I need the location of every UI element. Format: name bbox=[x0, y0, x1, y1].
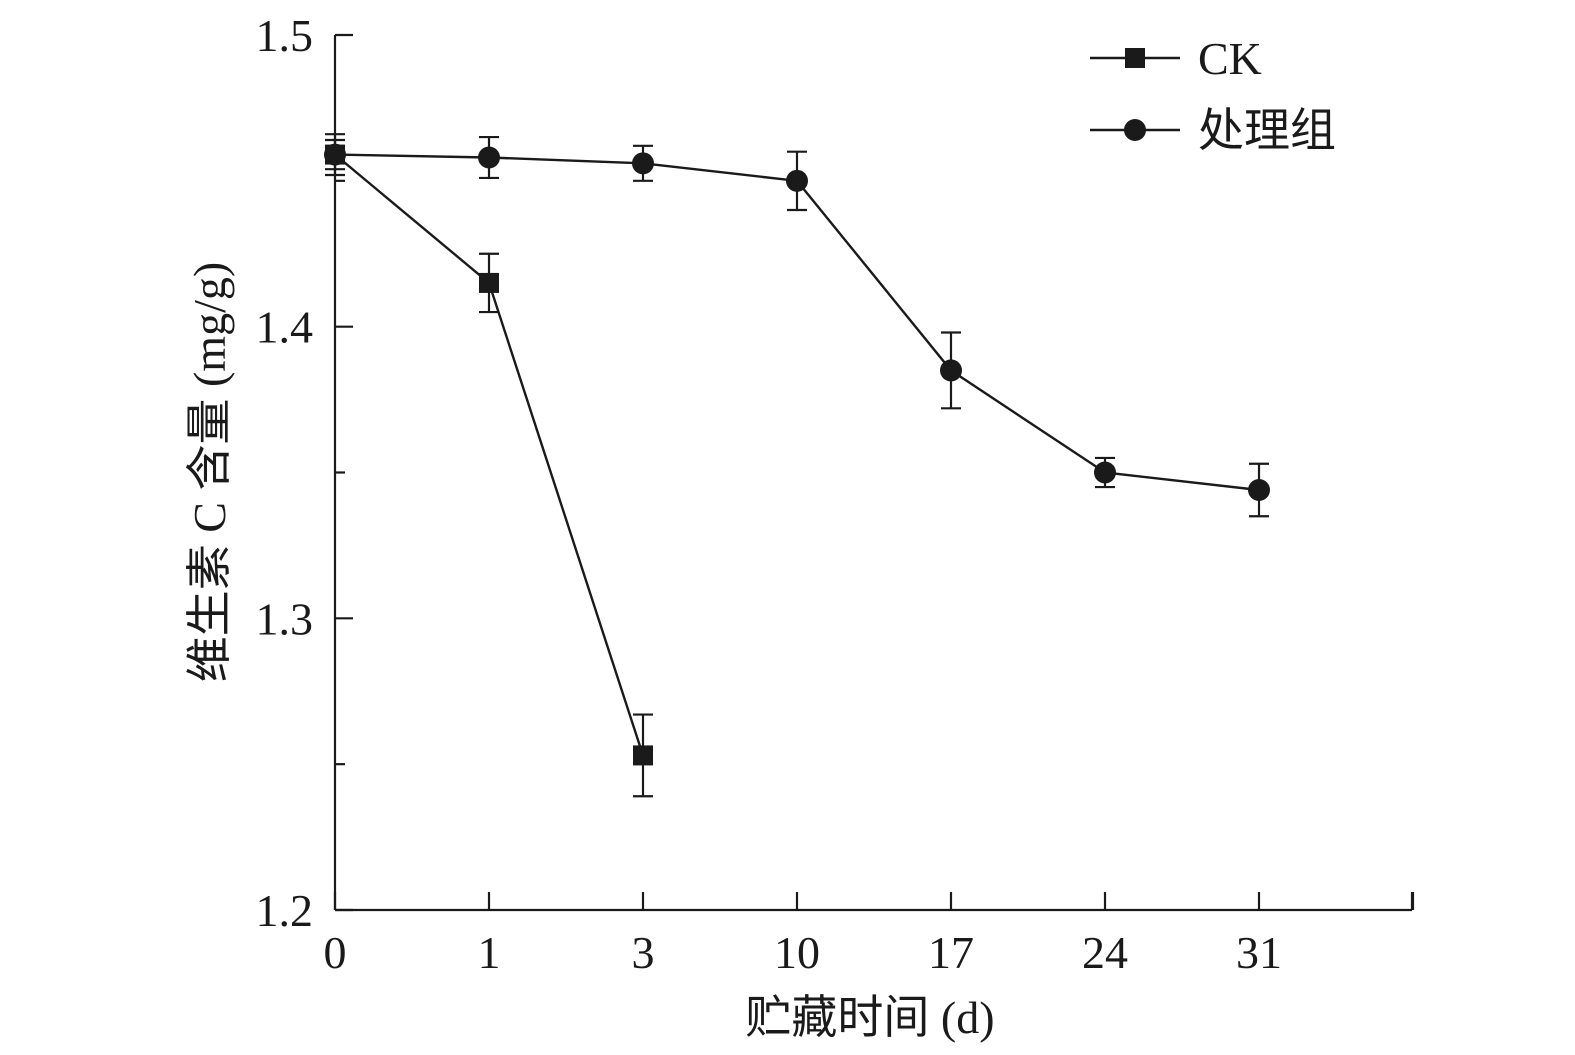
data-point bbox=[479, 272, 499, 293]
axes bbox=[333, 35, 1412, 912]
data-point bbox=[632, 152, 654, 175]
y-tick-label: 1.3 bbox=[256, 593, 314, 644]
legend-marker bbox=[1125, 48, 1145, 68]
x-tick-label: 3 bbox=[632, 927, 655, 978]
data-point bbox=[1094, 461, 1116, 484]
x-axis-label: 贮藏时间 (d) bbox=[745, 992, 994, 1043]
x-tick-label: 31 bbox=[1236, 927, 1282, 978]
data-point bbox=[633, 745, 653, 766]
legend: CK 处理组 bbox=[1090, 33, 1336, 156]
x-tick-label: 24 bbox=[1082, 927, 1128, 978]
y-ticks: 1.2 1.3 1.4 1.5 bbox=[256, 10, 353, 936]
y-tick-label: 1.5 bbox=[256, 10, 314, 61]
series-1 bbox=[325, 133, 653, 798]
data-point bbox=[786, 169, 808, 192]
data-point bbox=[1248, 479, 1270, 501]
y-tick-label: 1.2 bbox=[256, 885, 314, 936]
x-ticks: 0 1 3 10 17 24 31 bbox=[324, 892, 1415, 978]
x-tick-label: 1 bbox=[478, 927, 501, 978]
plot-area bbox=[324, 133, 1270, 798]
x-tick-label: 10 bbox=[774, 927, 820, 978]
data-point bbox=[478, 146, 500, 169]
legend-label: 处理组 bbox=[1198, 105, 1336, 156]
data-point bbox=[940, 359, 962, 382]
x-tick-label: 0 bbox=[324, 927, 347, 978]
y-tick-label: 1.4 bbox=[256, 302, 314, 353]
series-2 bbox=[324, 135, 1270, 518]
x-tick-label: 17 bbox=[928, 927, 974, 978]
data-point bbox=[324, 143, 346, 166]
legend-label: CK bbox=[1198, 33, 1262, 84]
y-axis-label: 维生素 C 含量 (mg/g) bbox=[184, 262, 235, 682]
series-line bbox=[334, 153, 645, 756]
legend-marker bbox=[1124, 119, 1146, 141]
